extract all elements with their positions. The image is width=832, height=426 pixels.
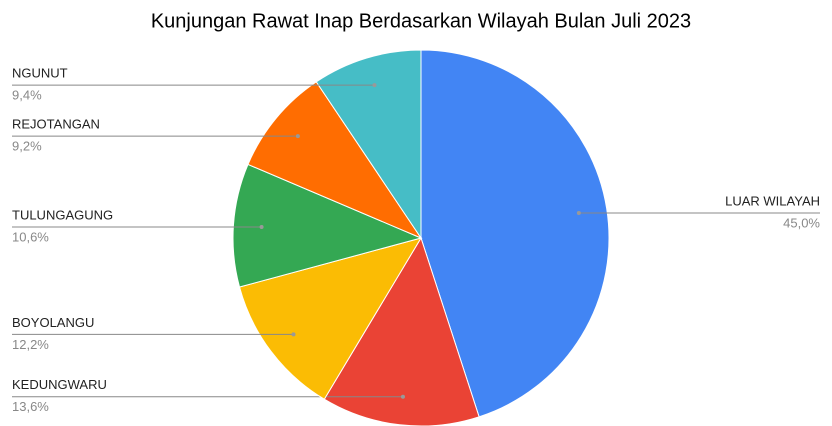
leader-dot xyxy=(576,211,581,216)
pie-slice xyxy=(232,163,423,288)
slice-label: REJOTANGAN xyxy=(12,117,100,132)
leader-dot xyxy=(372,83,377,88)
slice-label: NGUNUT xyxy=(12,66,68,81)
slice-value-label: 45,0% xyxy=(783,215,820,230)
slice-value-label: 9,2% xyxy=(12,139,42,154)
pie-slice xyxy=(247,81,423,240)
leader-dot xyxy=(259,224,264,229)
leader-dot xyxy=(400,394,405,399)
pie-slice xyxy=(238,237,423,400)
chart-title: Kunjungan Rawat Inap Berdasarkan Wilayah… xyxy=(151,10,691,32)
slice-label: BOYOLANGU xyxy=(12,315,94,330)
slice-value-label: 10,6% xyxy=(12,229,49,244)
pie-slice xyxy=(420,49,610,418)
slice-value-label: 13,6% xyxy=(12,399,49,414)
slice-label: TULUNGAGUNG xyxy=(12,207,113,222)
slice-label: KEDUNGWARU xyxy=(12,377,107,392)
slice-label: LUAR WILAYAH xyxy=(725,193,820,208)
slice-value-label: 12,2% xyxy=(12,337,49,352)
pie-slice xyxy=(315,49,422,240)
slice-value-label: 9,4% xyxy=(12,88,42,103)
pie-slice xyxy=(323,236,480,426)
leader-dot xyxy=(291,332,296,337)
leader-dot xyxy=(295,134,300,139)
